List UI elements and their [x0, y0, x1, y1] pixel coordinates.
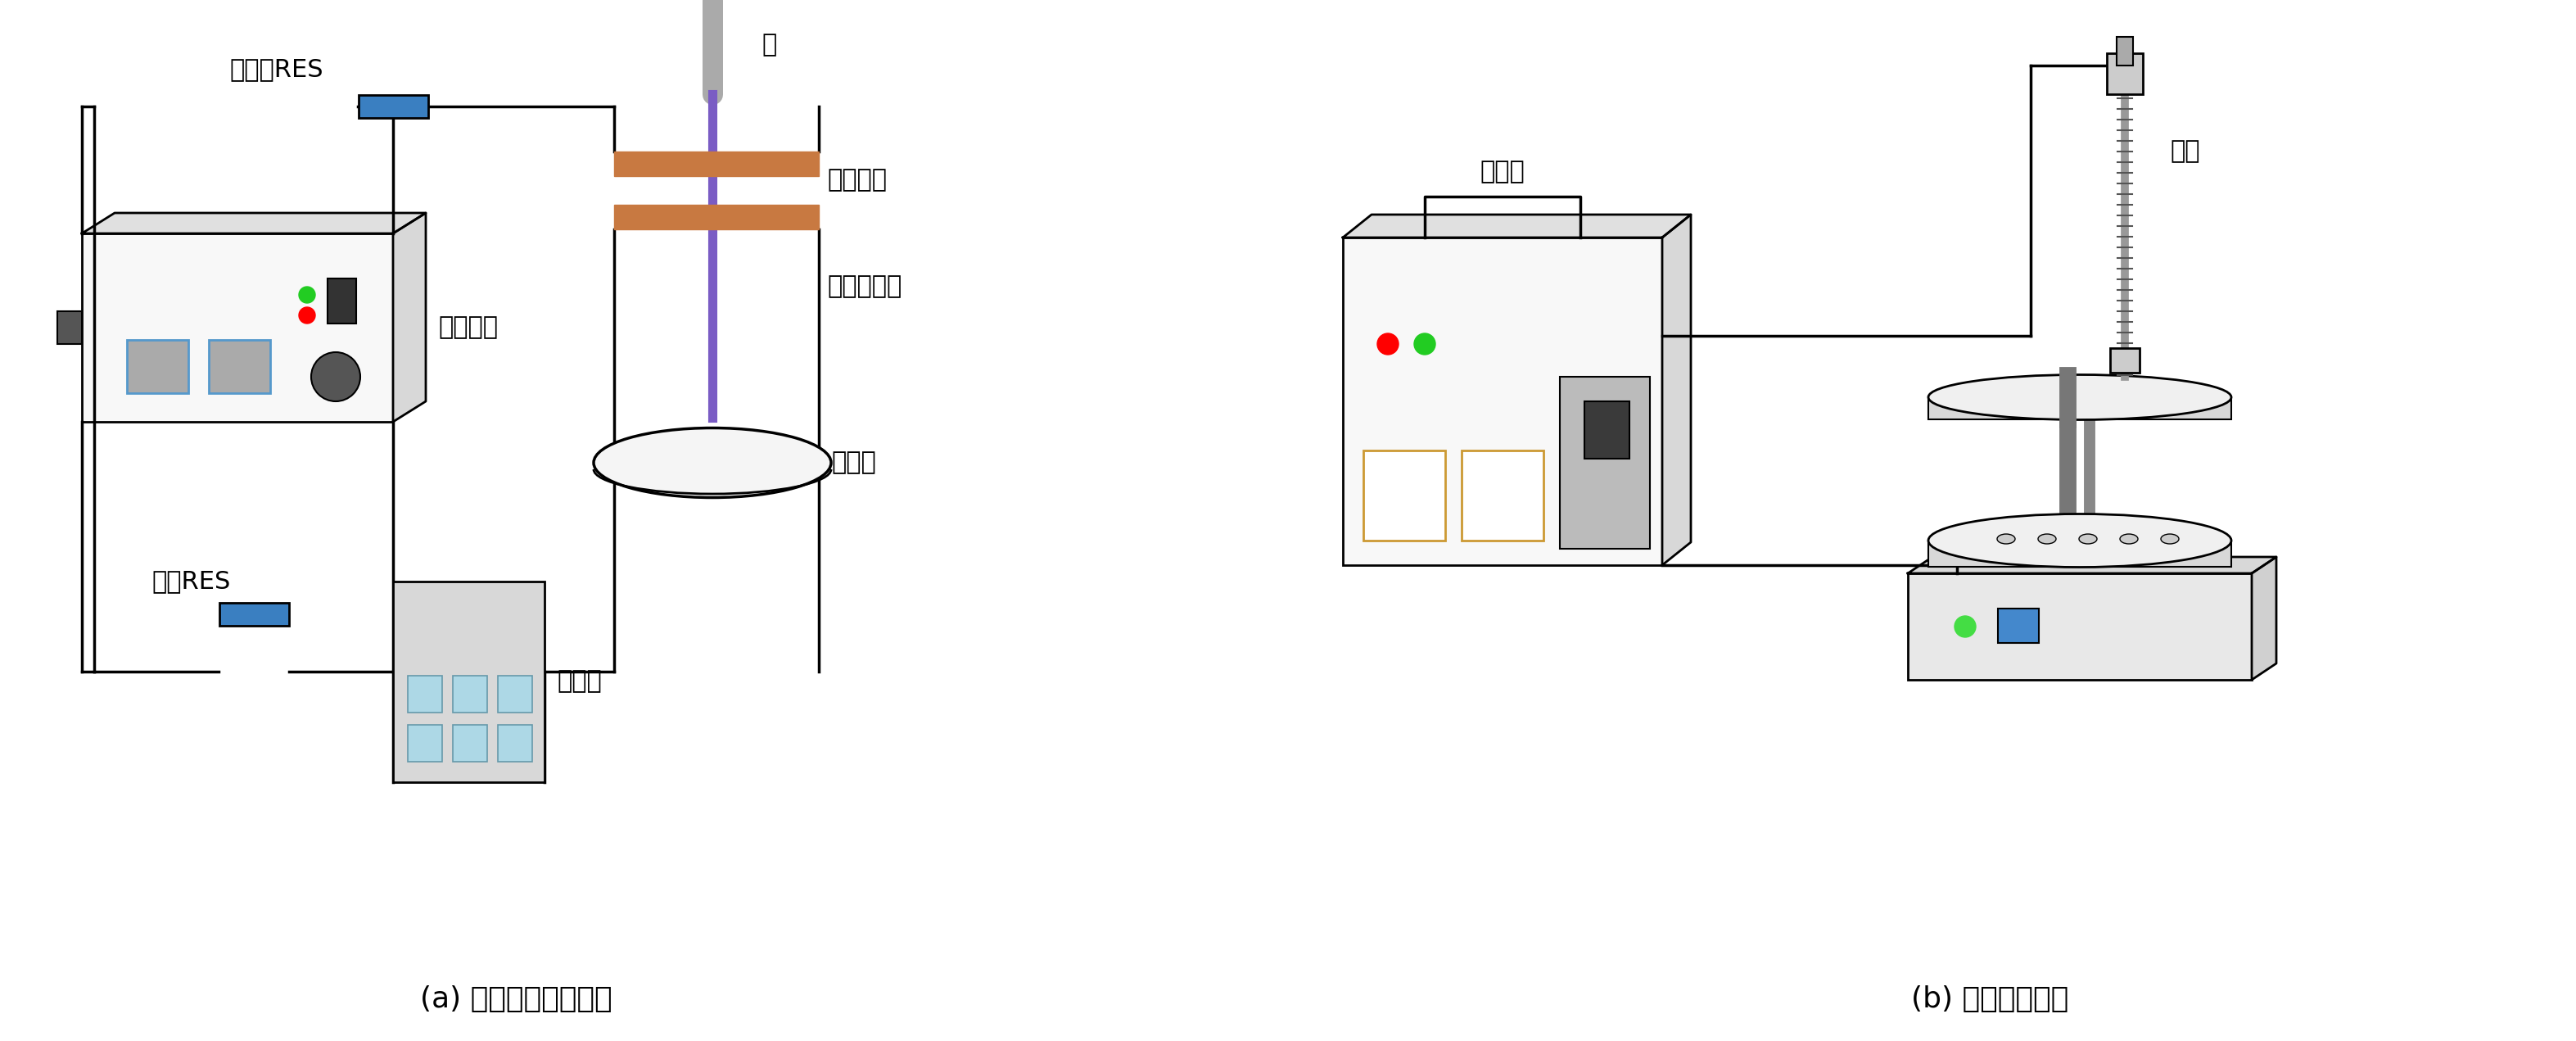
Bar: [2110, 348, 2141, 373]
Polygon shape: [1909, 557, 2277, 574]
Bar: [57, 311, 82, 344]
Bar: [394, 582, 544, 782]
Polygon shape: [394, 213, 425, 422]
Bar: [497, 725, 533, 762]
Ellipse shape: [592, 428, 832, 498]
Bar: [1909, 574, 2251, 680]
Ellipse shape: [1929, 514, 2231, 567]
Text: (b) 光化学反应仪: (b) 光化学反应仪: [1911, 985, 2069, 1013]
Ellipse shape: [613, 436, 811, 477]
Text: 控制器: 控制器: [1481, 160, 1525, 184]
Text: (a) 辉光放电等离子体: (a) 辉光放电等离子体: [420, 985, 613, 1013]
Circle shape: [1414, 333, 1435, 355]
Text: 万用表: 万用表: [556, 669, 603, 693]
Ellipse shape: [2161, 534, 2179, 543]
Polygon shape: [82, 213, 425, 233]
Bar: [407, 725, 443, 762]
Bar: [453, 676, 487, 713]
Ellipse shape: [1929, 375, 2231, 420]
Text: 镇流器RES: 镇流器RES: [229, 57, 322, 81]
Ellipse shape: [2038, 534, 2056, 543]
Polygon shape: [1342, 214, 1690, 237]
Polygon shape: [1662, 214, 1690, 565]
Bar: [2107, 53, 2143, 94]
Bar: [209, 340, 270, 393]
Ellipse shape: [2120, 534, 2138, 543]
Bar: [358, 95, 428, 118]
Bar: [1584, 402, 1631, 459]
Bar: [1363, 451, 1445, 540]
Bar: [1929, 540, 2231, 566]
Bar: [613, 205, 819, 229]
Text: 反应器: 反应器: [832, 451, 876, 475]
Circle shape: [299, 307, 314, 324]
Bar: [82, 233, 394, 422]
Text: 稳电压源: 稳电压源: [438, 315, 497, 339]
Circle shape: [299, 286, 314, 303]
Bar: [1929, 398, 2231, 420]
Circle shape: [1378, 333, 1399, 355]
Bar: [1999, 609, 2038, 643]
Bar: [453, 725, 487, 762]
Text: 等离子射流: 等离子射流: [827, 275, 902, 299]
Bar: [2117, 36, 2133, 66]
Bar: [1561, 377, 1649, 549]
Bar: [407, 676, 443, 713]
Text: 针: 针: [762, 33, 775, 57]
Text: 检验RES: 检验RES: [152, 569, 229, 593]
Text: 阴极循环: 阴极循环: [827, 169, 886, 193]
Bar: [497, 676, 533, 713]
Polygon shape: [2251, 557, 2277, 680]
Ellipse shape: [1996, 534, 2014, 543]
Bar: [126, 340, 188, 393]
Bar: [219, 603, 289, 626]
Bar: [1461, 451, 1543, 540]
Text: 氙灯: 氙灯: [2169, 139, 2200, 163]
Circle shape: [1955, 616, 1976, 637]
Ellipse shape: [2079, 534, 2097, 543]
Text: 反应器: 反应器: [2040, 529, 2087, 553]
Bar: [1342, 237, 1662, 565]
Bar: [327, 279, 355, 324]
Circle shape: [312, 352, 361, 402]
Bar: [613, 152, 819, 176]
